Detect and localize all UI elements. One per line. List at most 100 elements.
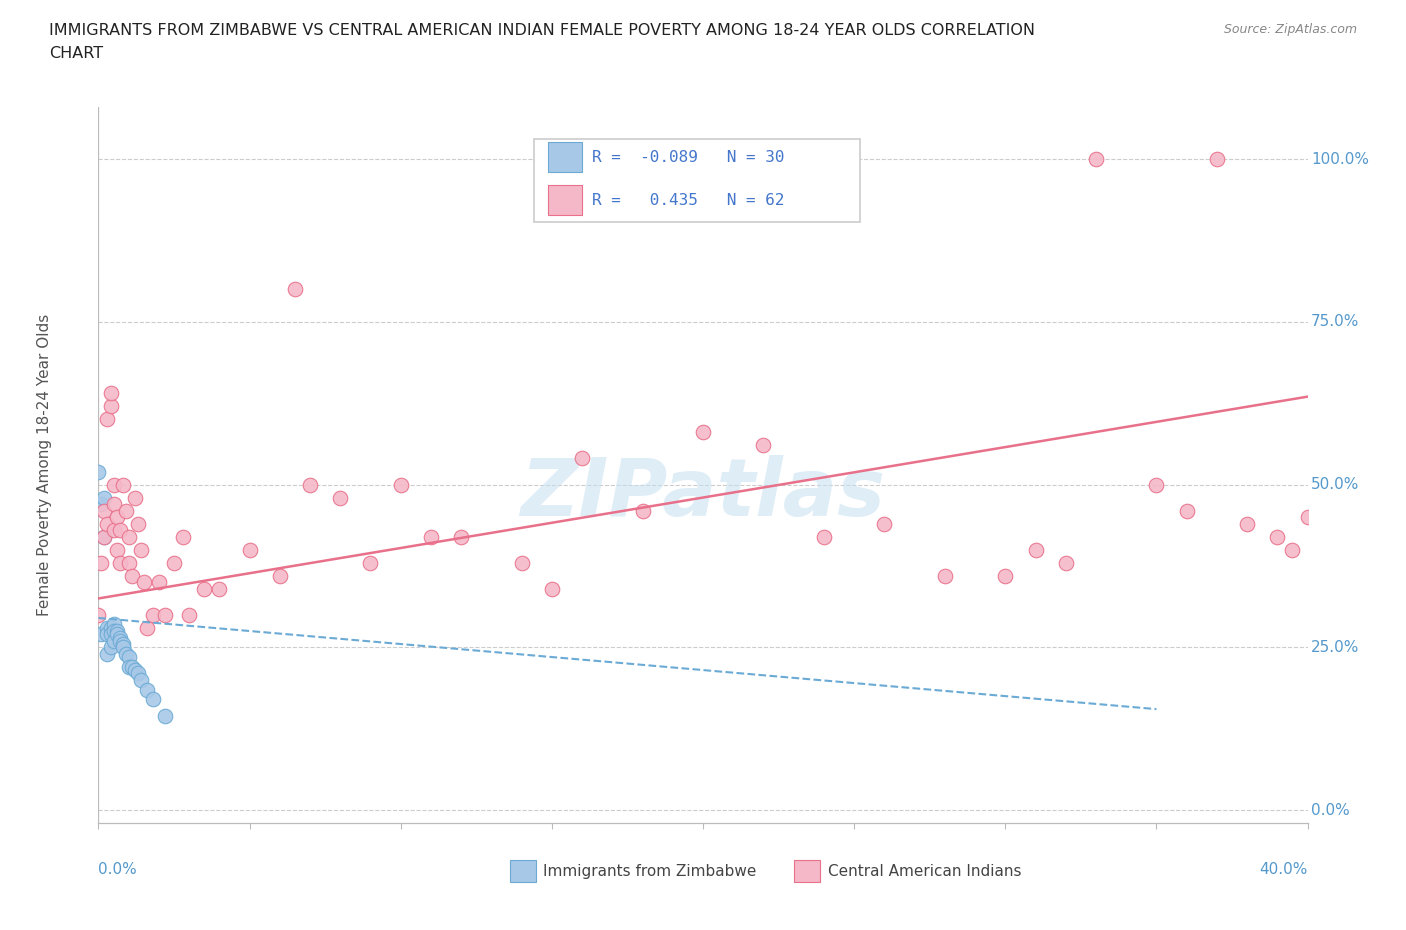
Point bbox=[103, 497, 125, 512]
Point bbox=[108, 633, 131, 648]
Point bbox=[121, 659, 143, 674]
Point bbox=[105, 627, 128, 642]
Point bbox=[129, 672, 152, 687]
Point bbox=[108, 555, 131, 570]
Text: 25.0%: 25.0% bbox=[1312, 640, 1360, 655]
Point bbox=[163, 555, 186, 570]
Point bbox=[87, 464, 110, 479]
Point bbox=[135, 683, 157, 698]
Point bbox=[179, 607, 201, 622]
Point bbox=[103, 618, 125, 632]
FancyBboxPatch shape bbox=[534, 140, 860, 221]
Text: R =  -0.089   N = 30: R = -0.089 N = 30 bbox=[592, 150, 785, 165]
Point bbox=[121, 568, 143, 583]
Text: 50.0%: 50.0% bbox=[1312, 477, 1360, 492]
Point bbox=[299, 477, 322, 492]
Point bbox=[90, 497, 112, 512]
Text: 40.0%: 40.0% bbox=[1260, 862, 1308, 877]
Point bbox=[118, 555, 141, 570]
Point bbox=[1236, 516, 1258, 531]
Point bbox=[389, 477, 412, 492]
Point bbox=[100, 627, 122, 642]
Point bbox=[571, 451, 593, 466]
Point bbox=[208, 581, 231, 596]
Point bbox=[329, 490, 352, 505]
Point bbox=[127, 516, 149, 531]
Point bbox=[90, 627, 112, 642]
Point bbox=[105, 624, 128, 639]
FancyBboxPatch shape bbox=[509, 859, 536, 883]
Point bbox=[1296, 510, 1319, 525]
Point bbox=[752, 438, 775, 453]
Point bbox=[934, 568, 956, 583]
Point bbox=[105, 510, 128, 525]
Point bbox=[108, 523, 131, 538]
Point bbox=[118, 659, 141, 674]
Point bbox=[813, 529, 835, 544]
Text: 75.0%: 75.0% bbox=[1312, 314, 1360, 329]
Point bbox=[692, 425, 714, 440]
Point bbox=[111, 477, 134, 492]
Point bbox=[105, 542, 128, 557]
Point bbox=[1144, 477, 1167, 492]
Point bbox=[631, 503, 654, 518]
Point bbox=[93, 529, 115, 544]
Point bbox=[540, 581, 562, 596]
Point bbox=[142, 607, 165, 622]
Point bbox=[103, 633, 125, 648]
Point bbox=[100, 640, 122, 655]
Text: R =   0.435   N = 62: R = 0.435 N = 62 bbox=[592, 193, 785, 207]
Point bbox=[1024, 542, 1046, 557]
Point bbox=[873, 516, 896, 531]
Point bbox=[135, 620, 157, 635]
Point bbox=[96, 646, 118, 661]
Point bbox=[1175, 503, 1198, 518]
Point bbox=[111, 640, 134, 655]
Text: 0.0%: 0.0% bbox=[98, 862, 138, 877]
FancyBboxPatch shape bbox=[793, 859, 820, 883]
Point bbox=[124, 662, 146, 677]
Point bbox=[129, 542, 152, 557]
Point bbox=[96, 412, 118, 427]
Point bbox=[87, 607, 110, 622]
Point bbox=[153, 709, 176, 724]
Point bbox=[96, 516, 118, 531]
Point bbox=[239, 542, 262, 557]
Text: Immigrants from Zimbabwe: Immigrants from Zimbabwe bbox=[543, 864, 756, 879]
Point bbox=[108, 631, 131, 645]
Point bbox=[114, 503, 136, 518]
Point bbox=[114, 646, 136, 661]
Point bbox=[103, 523, 125, 538]
Point bbox=[1054, 555, 1077, 570]
Text: 0.0%: 0.0% bbox=[1312, 803, 1350, 817]
Point bbox=[1267, 529, 1289, 544]
Point bbox=[269, 568, 291, 583]
Point bbox=[100, 399, 122, 414]
Point bbox=[124, 490, 146, 505]
Text: 100.0%: 100.0% bbox=[1312, 152, 1369, 166]
Point bbox=[118, 650, 141, 665]
Text: IMMIGRANTS FROM ZIMBABWE VS CENTRAL AMERICAN INDIAN FEMALE POVERTY AMONG 18-24 Y: IMMIGRANTS FROM ZIMBABWE VS CENTRAL AMER… bbox=[49, 23, 1035, 38]
Text: Female Poverty Among 18-24 Year Olds: Female Poverty Among 18-24 Year Olds bbox=[37, 314, 52, 617]
Point bbox=[153, 607, 176, 622]
Point bbox=[193, 581, 215, 596]
Point bbox=[93, 490, 115, 505]
Point bbox=[1085, 152, 1108, 166]
Point bbox=[111, 637, 134, 652]
Point bbox=[1206, 152, 1229, 166]
Point bbox=[103, 624, 125, 639]
Text: CHART: CHART bbox=[49, 46, 103, 61]
Point bbox=[103, 477, 125, 492]
Text: Source: ZipAtlas.com: Source: ZipAtlas.com bbox=[1223, 23, 1357, 36]
FancyBboxPatch shape bbox=[548, 142, 582, 172]
Point bbox=[93, 503, 115, 518]
Point bbox=[118, 529, 141, 544]
Point bbox=[360, 555, 382, 570]
Point bbox=[148, 575, 170, 590]
FancyBboxPatch shape bbox=[548, 185, 582, 215]
Point bbox=[96, 627, 118, 642]
Point bbox=[100, 620, 122, 635]
Text: Central American Indians: Central American Indians bbox=[828, 864, 1021, 879]
Point bbox=[172, 529, 194, 544]
Point bbox=[420, 529, 443, 544]
